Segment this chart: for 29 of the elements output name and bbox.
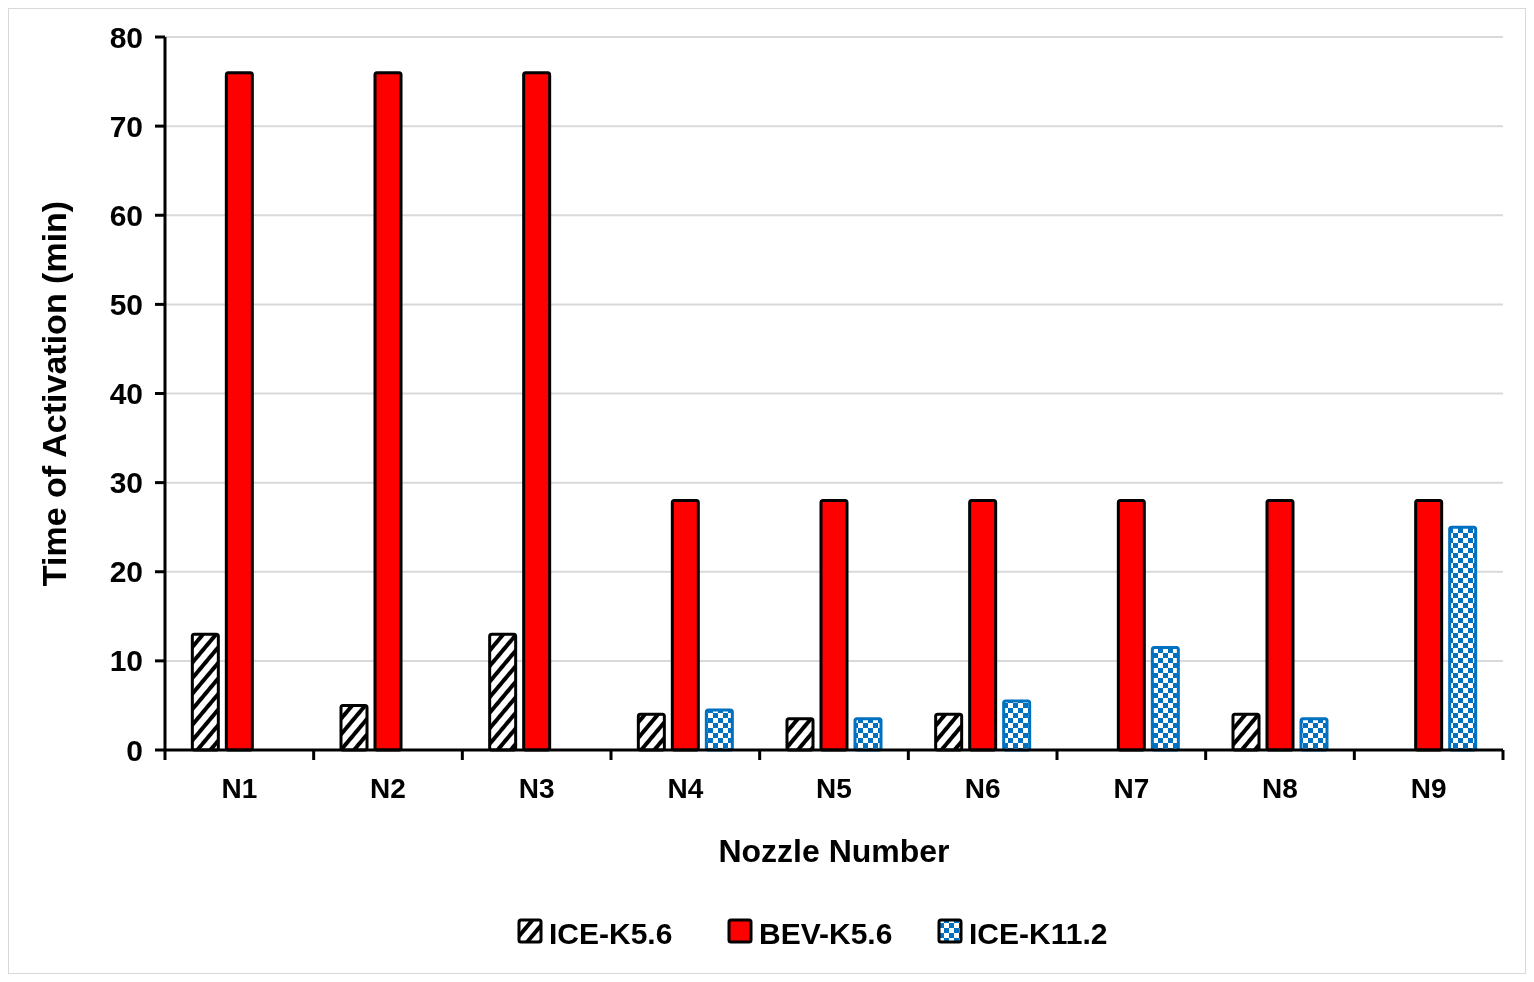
bar: [1448, 525, 1478, 752]
x-tick-label: N2: [370, 773, 406, 804]
x-tick-label: N1: [221, 773, 258, 804]
y-tick-label: 20: [109, 555, 143, 589]
x-tick-label: N8: [1262, 773, 1298, 804]
legend-label: BEV-K5.6: [759, 916, 893, 950]
y-tick-label: 80: [109, 20, 143, 54]
x-tick-label: N3: [518, 773, 555, 804]
bar: [1150, 646, 1180, 752]
bar: [853, 717, 883, 752]
y-tick-label: 10: [109, 644, 143, 678]
legend-label: ICE-K5.6: [549, 916, 673, 950]
y-tick-label: 0: [126, 733, 143, 767]
y-tick-label: 50: [109, 287, 143, 321]
y-tick-label: 40: [109, 377, 143, 410]
y-tick-label: 70: [109, 109, 143, 143]
y-tick-label: 30: [109, 466, 143, 500]
bar: [704, 708, 734, 752]
x-tick-label: N5: [816, 773, 852, 804]
bar: [1299, 717, 1329, 752]
x-tick-label: N6: [964, 773, 1001, 804]
legend-label: ICE-K11.2: [969, 916, 1108, 950]
x-tick-label: N4: [667, 773, 704, 804]
x-tick-label: N7: [1113, 773, 1150, 804]
bar: [1002, 699, 1032, 752]
y-tick-label: 60: [109, 198, 143, 232]
x-tick-label: N9: [1410, 773, 1447, 804]
y-axis-title: Time of Activation (min): [35, 200, 73, 587]
x-axis-title: Nozzle Number: [718, 833, 950, 869]
